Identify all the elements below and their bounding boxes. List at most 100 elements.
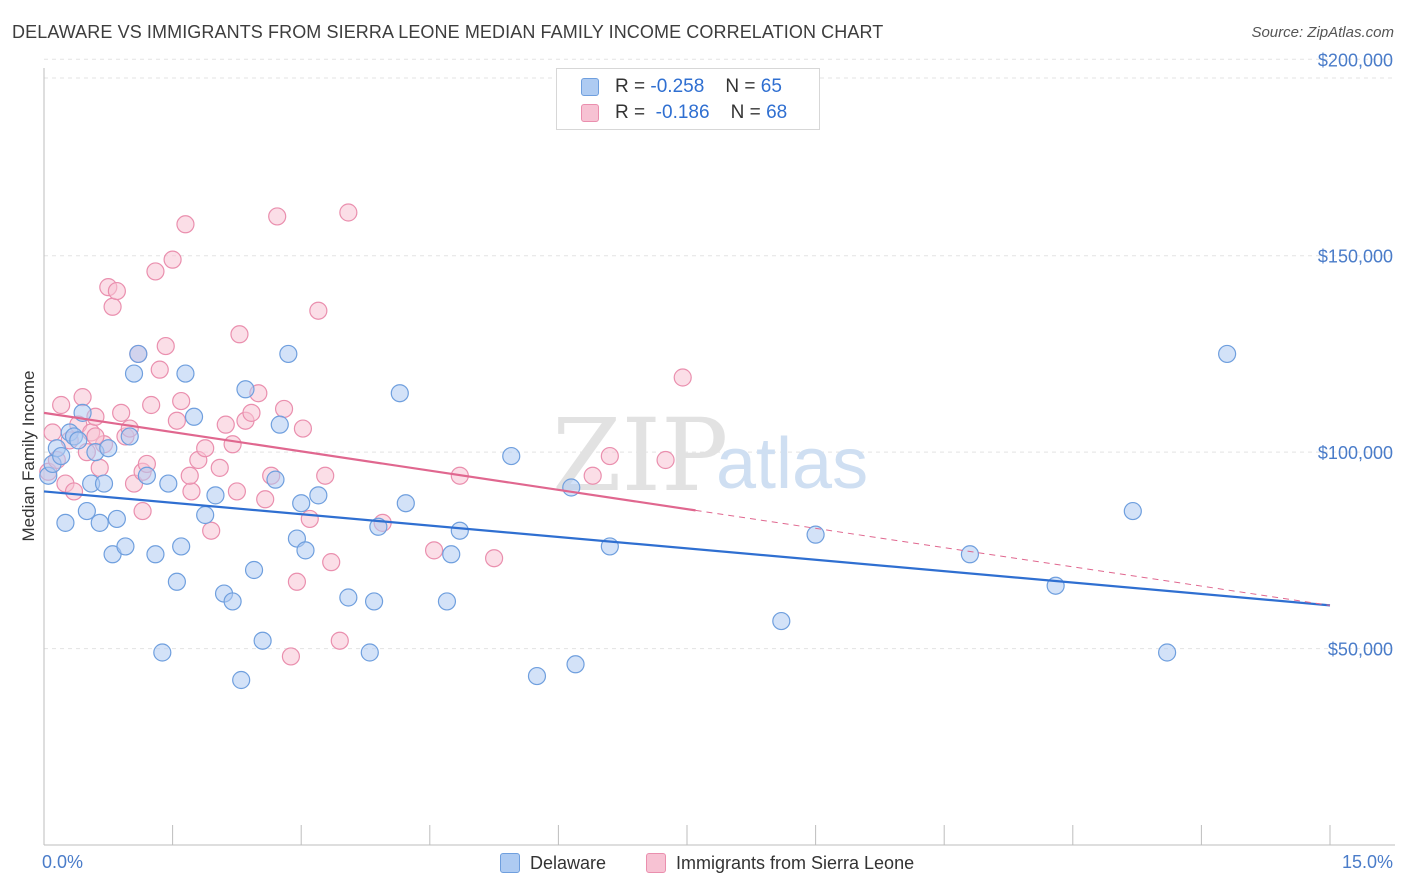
sierra-leone-trend-extension bbox=[695, 509, 1331, 606]
sierra-leone-point bbox=[287, 572, 307, 591]
delaware-point bbox=[124, 364, 144, 383]
delaware-point bbox=[206, 486, 225, 505]
delaware-point bbox=[99, 439, 118, 458]
sierra-leone-point bbox=[142, 395, 161, 415]
delaware-point bbox=[167, 572, 186, 591]
sierra-leone-point bbox=[202, 521, 221, 540]
sierra-leone-point bbox=[656, 450, 675, 470]
delaware-point bbox=[450, 521, 469, 540]
delaware-point bbox=[223, 592, 242, 611]
sierra-leone-point bbox=[172, 391, 191, 411]
n-label: N = bbox=[730, 102, 761, 123]
sierra-leone-point bbox=[309, 301, 328, 320]
delaware-point bbox=[527, 666, 547, 686]
sierra-leone-point bbox=[293, 419, 313, 438]
series-sierra-leone bbox=[39, 203, 692, 666]
sierra-leone-point bbox=[156, 336, 175, 356]
delaware-point bbox=[56, 513, 75, 532]
sierra-leone-point bbox=[583, 466, 602, 485]
sierra-leone-point bbox=[600, 446, 619, 466]
chart-title: DELAWARE VS IMMIGRANTS FROM SIERRA LEONE… bbox=[12, 22, 884, 42]
sierra-leone-point bbox=[256, 490, 275, 509]
legend-series-name: Immigrants from Sierra Leone bbox=[676, 853, 915, 873]
delaware-point bbox=[159, 474, 178, 493]
y-tick-label: $100,000 bbox=[1318, 443, 1393, 463]
sierra-leone-point bbox=[485, 549, 504, 568]
delaware-point bbox=[442, 545, 461, 564]
delaware-point bbox=[172, 537, 191, 556]
sierra-leone-swatch bbox=[581, 104, 599, 122]
delaware-swatch bbox=[500, 853, 520, 873]
delaware-point bbox=[153, 643, 172, 662]
trend-lines bbox=[43, 411, 1331, 607]
sierra-leone-point bbox=[274, 399, 294, 419]
delaware-point bbox=[52, 446, 71, 466]
sierra-leone-point bbox=[176, 215, 195, 234]
sierra-leone-point bbox=[163, 250, 182, 269]
sierra-leone-point bbox=[424, 541, 444, 560]
n-value: 68 bbox=[766, 102, 788, 123]
delaware-point bbox=[107, 509, 126, 529]
delaware-point bbox=[369, 517, 388, 536]
sierra-leone-point bbox=[210, 458, 229, 477]
delaware-point bbox=[69, 431, 88, 450]
sierra-leone-point bbox=[339, 203, 358, 222]
sierra-leone-point bbox=[90, 458, 109, 477]
n-label: N = bbox=[725, 76, 756, 97]
watermark-atlas: atlas bbox=[716, 424, 868, 504]
delaware-point bbox=[184, 407, 204, 426]
legend-text-sierra-leone: R = -0.186 N = 68 bbox=[615, 102, 787, 124]
delaware-point bbox=[396, 494, 415, 513]
sierra-leone-point bbox=[133, 501, 152, 521]
sierra-leone-point bbox=[673, 368, 692, 387]
sierra-leone-swatch bbox=[646, 853, 666, 873]
sierra-leone-point bbox=[167, 411, 186, 430]
delaware-point bbox=[129, 344, 148, 364]
delaware-point bbox=[1158, 643, 1177, 662]
sierra-leone-point bbox=[330, 631, 349, 650]
sierra-leone-point bbox=[103, 297, 122, 316]
x-tick-label-max: 15.0% bbox=[1342, 852, 1393, 872]
sierra-leone-point bbox=[112, 403, 131, 422]
sierra-leone-point bbox=[43, 423, 62, 442]
sierra-leone-point bbox=[64, 482, 84, 501]
n-value: 65 bbox=[760, 76, 782, 97]
sierra-leone-point bbox=[316, 466, 335, 485]
y-tick-label: $150,000 bbox=[1318, 247, 1393, 267]
delaware-point bbox=[960, 545, 980, 564]
r-value: -0.258 bbox=[650, 76, 705, 97]
x-tick-label-min: 0.0% bbox=[42, 852, 83, 872]
watermark-zip: ZIP bbox=[552, 397, 728, 514]
grid-lines bbox=[44, 58, 1395, 650]
y-axis-label: Median Family Income bbox=[19, 370, 38, 541]
sierra-leone-point bbox=[150, 360, 169, 379]
delaware-point bbox=[309, 486, 328, 505]
delaware-point bbox=[364, 592, 384, 611]
legend-text-delaware: R = -0.258 N = 65 bbox=[615, 76, 782, 98]
delaware-point bbox=[196, 505, 215, 525]
legend-series-name: Delaware bbox=[530, 853, 607, 873]
delaware-point bbox=[566, 655, 585, 674]
r-label: R = bbox=[615, 76, 646, 97]
delaware-point bbox=[176, 364, 195, 383]
sierra-leone-point bbox=[107, 281, 126, 301]
sierra-leone-point bbox=[73, 388, 92, 407]
r-value: -0.186 bbox=[655, 102, 710, 123]
delaware-point bbox=[292, 494, 311, 513]
delaware-point bbox=[120, 427, 139, 446]
delaware-point bbox=[1123, 501, 1142, 521]
delaware-point bbox=[94, 474, 114, 493]
delaware-point bbox=[244, 560, 264, 580]
delaware-point bbox=[390, 384, 409, 403]
y-tick-label: $200,000 bbox=[1318, 50, 1393, 70]
sierra-leone-point bbox=[180, 466, 199, 485]
delaware-point bbox=[772, 611, 791, 631]
delaware-point bbox=[90, 513, 109, 532]
sierra-leone-point bbox=[322, 553, 341, 572]
sierra-leone-point bbox=[182, 482, 201, 501]
sierra-leone-point bbox=[146, 262, 165, 281]
delaware-point bbox=[137, 466, 156, 485]
sierra-leone-point bbox=[223, 435, 242, 454]
delaware-point bbox=[339, 588, 358, 607]
